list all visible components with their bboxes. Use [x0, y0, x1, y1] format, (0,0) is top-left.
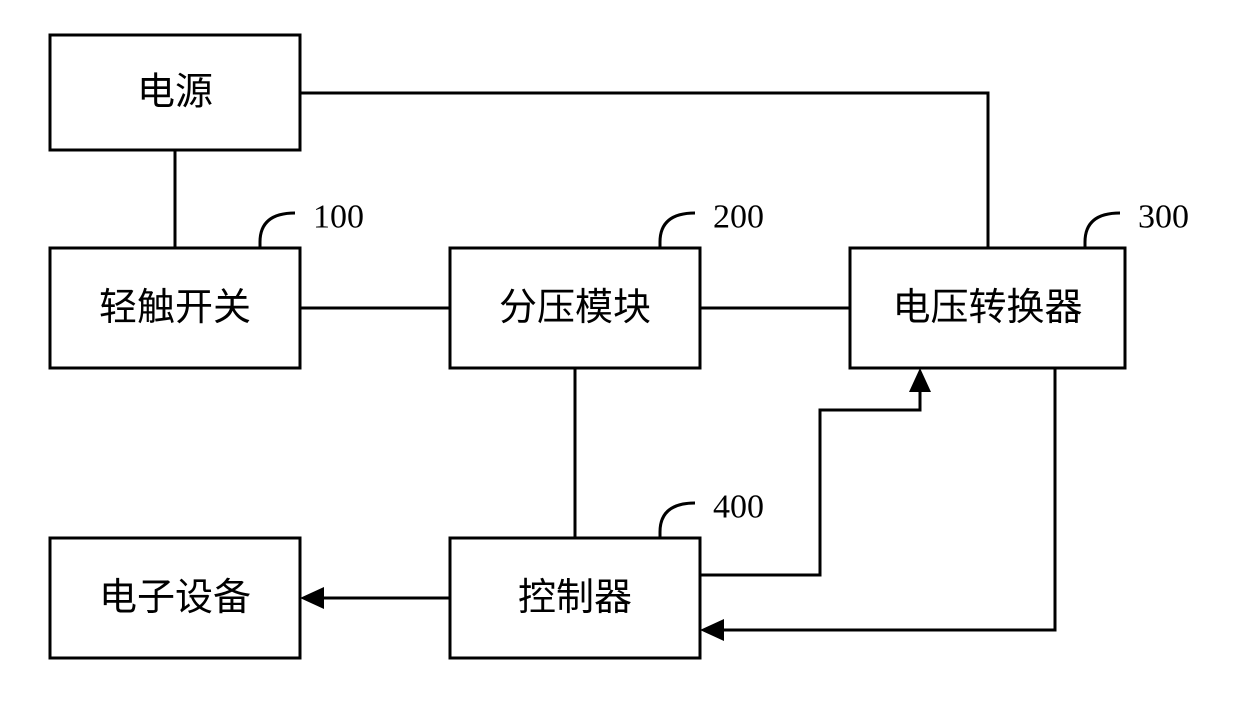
- ref-tick: [660, 503, 695, 538]
- ref-number: 400: [713, 489, 764, 526]
- ref-number: 100: [313, 199, 364, 236]
- node-device: 电子设备: [50, 538, 300, 658]
- node-power: 电源: [50, 35, 300, 150]
- node-label: 轻触开关: [99, 287, 251, 329]
- node-converter: 电压转换器 300: [850, 199, 1189, 369]
- arrow-head: [700, 619, 724, 641]
- ref-tick: [260, 213, 295, 248]
- ref-tick: [1085, 213, 1120, 248]
- diagram-canvas: 电源轻触开关 100 分压模块 200 电压转换器 300 控制器 400 电子设备: [0, 0, 1240, 724]
- node-label: 电压转换器: [892, 287, 1082, 329]
- node-switch: 轻触开关 100: [50, 199, 364, 369]
- node-label: 控制器: [518, 577, 632, 619]
- ref-tick: [660, 213, 695, 248]
- ref-number: 200: [713, 199, 764, 236]
- node-label: 电源: [137, 72, 213, 114]
- node-label: 电子设备: [99, 577, 251, 619]
- node-divider: 分压模块 200: [450, 199, 764, 369]
- connector: [300, 93, 988, 248]
- arrow-head: [909, 368, 931, 392]
- ref-number: 300: [1138, 199, 1189, 236]
- connector: [700, 380, 920, 575]
- arrow-head: [300, 587, 324, 609]
- node-label: 分压模块: [499, 287, 651, 329]
